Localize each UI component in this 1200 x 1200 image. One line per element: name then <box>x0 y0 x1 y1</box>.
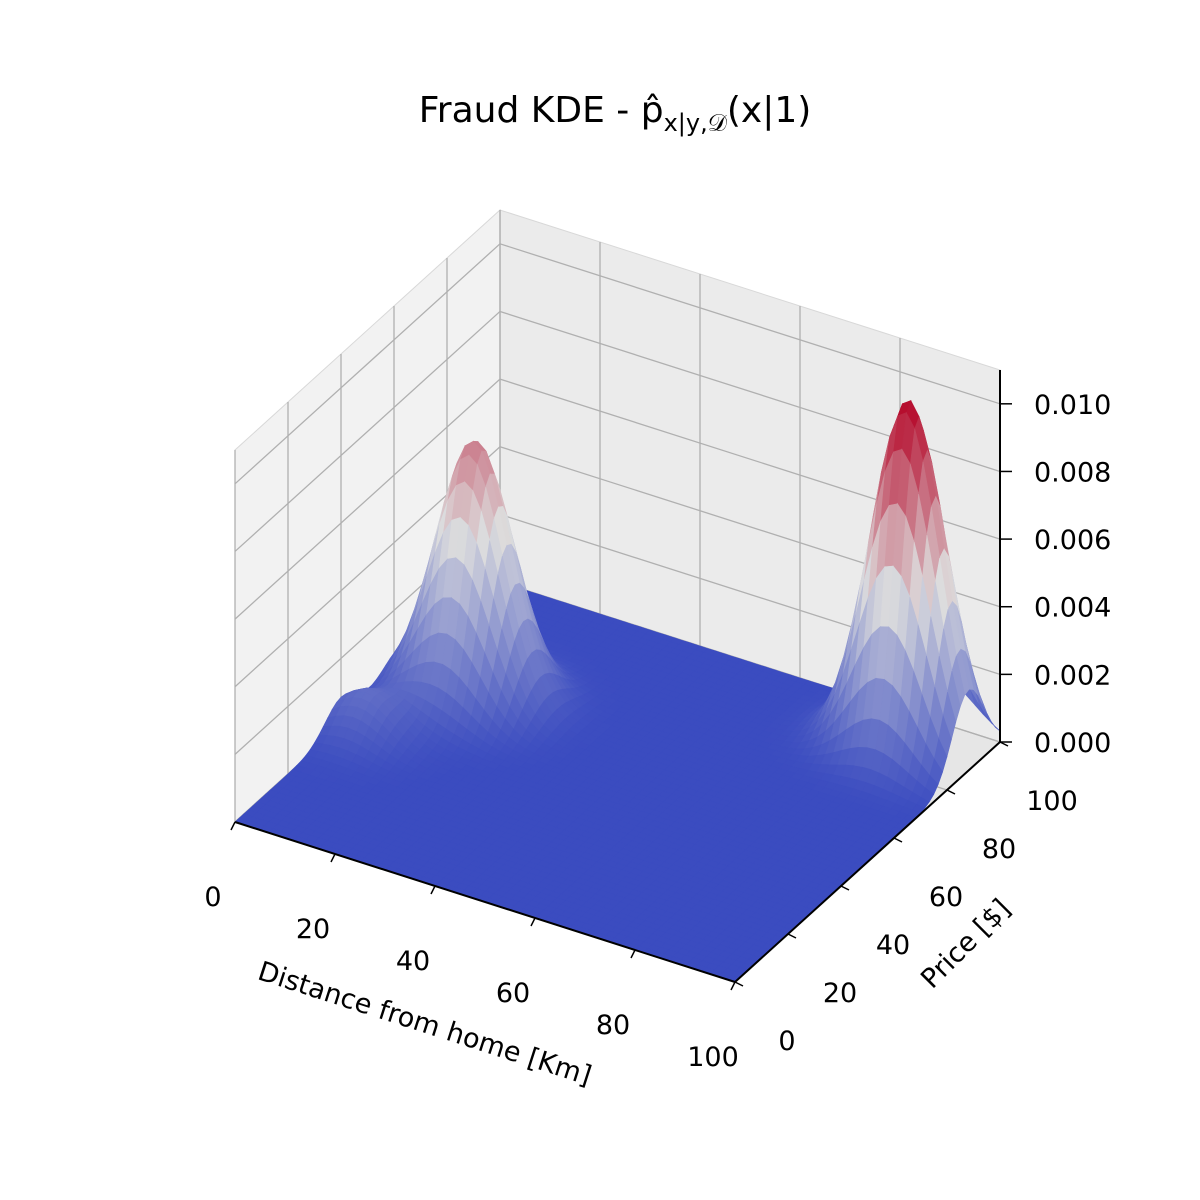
x-tick-mark <box>230 821 236 831</box>
y-tick-mark <box>840 885 850 891</box>
x-tick-label: 60 <box>496 978 530 1009</box>
z-tick-label: 0.010 <box>1034 390 1111 421</box>
y-tick-label: 40 <box>876 930 910 961</box>
z-tick-label: 0.000 <box>1034 728 1111 759</box>
z-tick-label: 0.002 <box>1034 660 1111 691</box>
grid-line <box>234 243 501 485</box>
z-tick-label: 0.004 <box>1034 593 1111 624</box>
x-tick-label: 0 <box>204 882 221 913</box>
x-tick-label: 80 <box>596 1010 630 1041</box>
x-tick-mark <box>630 949 636 959</box>
x-tick-label: 100 <box>687 1042 739 1073</box>
chart-title: Fraud KDE - p̂x|y,𝒟(x|1) <box>419 90 812 137</box>
y-tick-label: 0 <box>778 1026 795 1057</box>
z-tick-label: 0.008 <box>1034 457 1111 488</box>
grid-line <box>234 378 501 620</box>
grid-line <box>499 243 1001 405</box>
title-subscript-script: 𝒟 <box>708 109 728 137</box>
x-tick-label: 40 <box>396 946 430 977</box>
y-tick-label: 100 <box>1026 786 1078 817</box>
x-tick-label: 20 <box>296 914 330 945</box>
y-tick-mark <box>893 837 903 843</box>
x-tick-mark <box>530 917 536 927</box>
title-subscript: x|y, <box>664 109 708 137</box>
y-tick-mark <box>734 981 744 987</box>
y-tick-mark <box>946 789 956 795</box>
y-tick-label: 80 <box>982 834 1016 865</box>
y-tick-mark <box>787 933 797 939</box>
z-tick-label: 0.006 <box>1034 525 1111 556</box>
y-tick-label: 20 <box>823 978 857 1009</box>
x-tick-mark <box>730 981 736 991</box>
x-tick-mark <box>430 885 436 895</box>
x-tick-mark <box>330 853 336 863</box>
title-argument: (x|1) <box>727 90 811 131</box>
grid-line <box>234 310 501 552</box>
y-tick-label: 60 <box>929 882 963 913</box>
